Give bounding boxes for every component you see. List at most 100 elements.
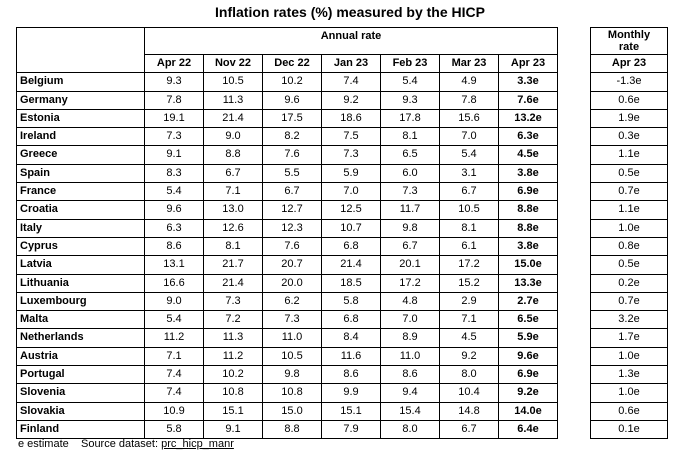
- value-cell: 13.2e: [498, 108, 558, 129]
- country-cell: Italy: [16, 218, 145, 238]
- value-cell: 7.0: [439, 127, 499, 147]
- monthly-value-cell: 1.0e: [590, 383, 668, 403]
- value-cell: 9.2e: [498, 383, 558, 403]
- monthly-row: 0.7e: [590, 182, 668, 202]
- monthly-row: 0.2e: [590, 273, 668, 293]
- value-cell: 6.8: [321, 310, 381, 330]
- value-cell: 9.9: [321, 383, 381, 403]
- value-cell: 4.8: [380, 291, 440, 312]
- value-cell: 21.4: [321, 255, 381, 275]
- column-header: Apr 22: [144, 53, 204, 74]
- monthly-value-cell: 0.7e: [590, 291, 668, 312]
- value-cell: 9.8: [380, 218, 440, 238]
- monthly-value-cell: 0.6e: [590, 401, 668, 421]
- column-header: Mar 23: [439, 53, 499, 74]
- table-row: Finland 5.8 9.1 8.8 7.9 8.0 6.7 6.4e: [16, 419, 558, 440]
- value-cell: 5.4: [144, 182, 204, 202]
- value-cell: 7.3: [262, 310, 322, 330]
- value-cell: 6.5e: [498, 310, 558, 330]
- value-cell: 17.2: [380, 273, 440, 293]
- monthly-value-cell: 1.1e: [590, 200, 668, 220]
- corner-cell: [16, 27, 145, 55]
- value-cell: 9.1: [144, 145, 204, 165]
- value-cell: 8.1: [203, 236, 263, 257]
- country-cell: Slovenia: [16, 383, 145, 403]
- value-cell: 18.6: [321, 108, 381, 129]
- source-dataset-link[interactable]: prc_hicp_manr: [161, 438, 234, 450]
- monthly-value-cell: 0.5e: [590, 255, 668, 275]
- monthly-row: 1.3e: [590, 365, 668, 385]
- value-cell: 13.1: [144, 255, 204, 275]
- value-cell: 5.9e: [498, 328, 558, 348]
- monthly-row: 1.1e: [590, 200, 668, 220]
- value-cell: 15.0: [262, 401, 322, 421]
- monthly-value-cell: 0.6e: [590, 90, 668, 110]
- table-row: Cyprus 8.6 8.1 7.6 6.8 6.7 6.1 3.8e: [16, 236, 558, 257]
- value-cell: 6.7: [262, 182, 322, 202]
- table-row: Slovakia 10.9 15.1 15.0 15.1 15.4 14.8 14.0e: [16, 401, 558, 421]
- value-cell: 7.6e: [498, 90, 558, 110]
- value-cell: 17.8: [380, 108, 440, 129]
- monthly-value-cell: 0.7e: [590, 182, 668, 202]
- table-row: Malta 5.4 7.2 7.3 6.8 7.0 7.1 6.5e: [16, 310, 558, 330]
- value-cell: 5.4: [380, 72, 440, 92]
- value-cell: 9.1: [203, 419, 263, 440]
- value-cell: 7.4: [144, 365, 204, 385]
- value-cell: 11.0: [380, 346, 440, 367]
- monthly-row: 0.7e: [590, 291, 668, 312]
- value-cell: 5.4: [144, 310, 204, 330]
- value-cell: 15.1: [203, 401, 263, 421]
- value-cell: 6.7: [380, 236, 440, 257]
- value-cell: 2.9: [439, 291, 499, 312]
- column-header: Feb 23: [380, 53, 440, 74]
- value-cell: 21.4: [203, 273, 263, 293]
- monthly-row: 0.6e: [590, 90, 668, 110]
- table-row: Italy 6.3 12.6 12.3 10.7 9.8 8.1 8.8e: [16, 218, 558, 238]
- value-cell: 8.2: [262, 127, 322, 147]
- monthly-rate-header: Monthly rate: [590, 27, 668, 55]
- monthly-value-cell: 3.2e: [590, 310, 668, 330]
- value-cell: 7.3: [321, 145, 381, 165]
- value-cell: 11.3: [203, 328, 263, 348]
- country-cell: Belgium: [16, 72, 145, 92]
- monthly-row: 1.9e: [590, 108, 668, 129]
- column-header: Nov 22: [203, 53, 263, 74]
- estimate-note: e estimate: [18, 438, 69, 450]
- value-cell: 7.0: [321, 182, 381, 202]
- value-cell: 6.0: [380, 163, 440, 184]
- value-cell: 8.0: [439, 365, 499, 385]
- value-cell: 8.8: [203, 145, 263, 165]
- value-cell: 6.7: [439, 419, 499, 440]
- value-cell: 10.5: [439, 200, 499, 220]
- value-cell: 7.2: [203, 310, 263, 330]
- monthly-value-cell: 0.3e: [590, 127, 668, 147]
- monthly-value-cell: 1.3e: [590, 365, 668, 385]
- value-cell: 14.0e: [498, 401, 558, 421]
- annual-rate-header: Annual rate: [144, 27, 558, 55]
- value-cell: 7.4: [144, 383, 204, 403]
- country-cell: Greece: [16, 145, 145, 165]
- monthly-row: 0.6e: [590, 401, 668, 421]
- page-title: Inflation rates (%) measured by the HICP: [215, 4, 485, 20]
- value-cell: 13.0: [203, 200, 263, 220]
- value-cell: 8.6: [321, 365, 381, 385]
- value-cell: 7.9: [321, 419, 381, 440]
- monthly-row: -1.3e: [590, 72, 668, 92]
- value-cell: 7.0: [380, 310, 440, 330]
- value-cell: 7.1: [203, 182, 263, 202]
- value-cell: 12.5: [321, 200, 381, 220]
- value-cell: 17.5: [262, 108, 322, 129]
- country-cell: Finland: [16, 419, 145, 440]
- source-label: Source dataset:: [80, 438, 159, 450]
- value-cell: 10.2: [203, 365, 263, 385]
- country-cell: Cyprus: [16, 236, 145, 257]
- value-cell: 8.1: [439, 218, 499, 238]
- country-cell: Latvia: [16, 255, 145, 275]
- value-cell: 5.8: [144, 419, 204, 440]
- value-cell: 8.3: [144, 163, 204, 184]
- value-cell: 10.4: [439, 383, 499, 403]
- value-cell: 9.6: [262, 90, 322, 110]
- value-cell: 8.8: [262, 419, 322, 440]
- value-cell: 21.7: [203, 255, 263, 275]
- value-cell: 8.0: [380, 419, 440, 440]
